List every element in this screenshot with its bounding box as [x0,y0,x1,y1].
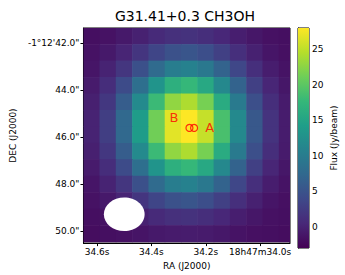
svg-text:10: 10 [312,151,324,161]
svg-text:34.4s: 34.4s [139,247,164,257]
svg-text:Flux (Jy/beam): Flux (Jy/beam) [329,105,339,170]
svg-text:0: 0 [312,222,318,232]
svg-text:20: 20 [312,80,324,90]
svg-text:15: 15 [312,115,323,125]
svg-text:25: 25 [312,44,323,54]
svg-text:34.6s: 34.6s [85,247,110,257]
svg-text:50.0": 50.0" [55,226,79,236]
svg-text:44.0": 44.0" [55,85,79,95]
svg-text:DEC (J2000): DEC (J2000) [8,108,18,162]
svg-text:5: 5 [312,186,318,196]
svg-text:A: A [205,120,214,135]
svg-text:RA (J2000): RA (J2000) [163,261,211,271]
svg-text:B: B [169,110,178,125]
svg-text:G31.41+0.3 CH3OH: G31.41+0.3 CH3OH [115,8,255,24]
svg-text:48.0": 48.0" [55,179,79,189]
svg-text:18h47m34.0s: 18h47m34.0s [229,247,291,257]
svg-text:-1°12'42.0": -1°12'42.0" [28,38,80,48]
svg-text:34.2s: 34.2s [193,247,218,257]
svg-text:46.0": 46.0" [55,132,79,142]
